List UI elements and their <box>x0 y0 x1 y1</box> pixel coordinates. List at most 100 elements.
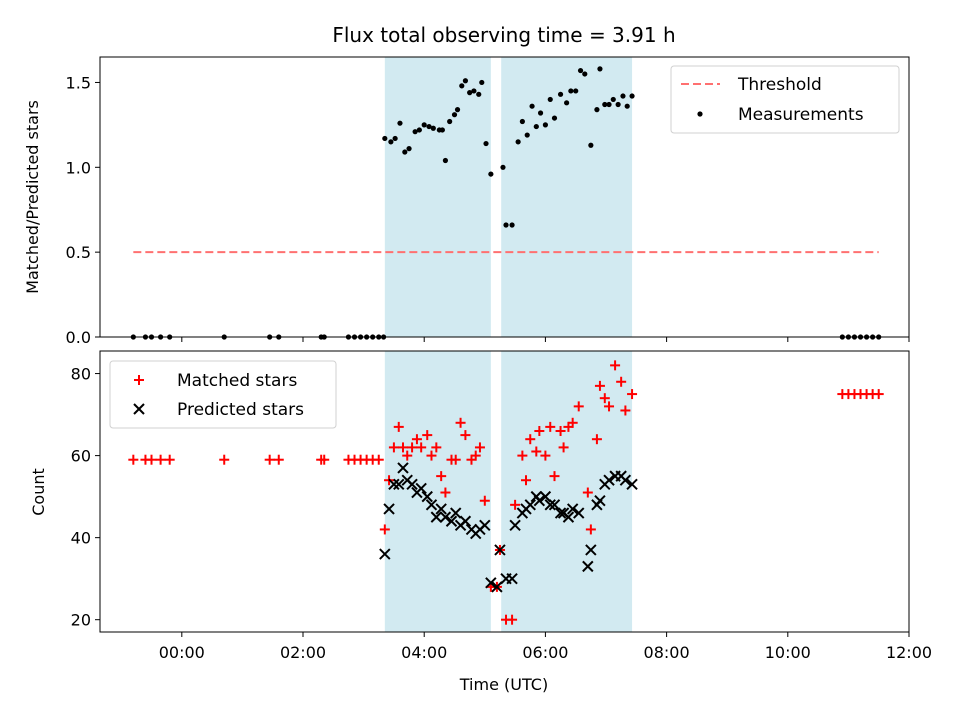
matched-star-point <box>422 430 433 441</box>
observing-intervals-bottom <box>384 351 633 632</box>
y-tick-label: 1.0 <box>66 158 91 177</box>
x-axis-label: Time (UTC) <box>459 675 548 694</box>
matched-star-point <box>507 614 518 625</box>
predicted-star-point <box>582 560 594 573</box>
predicted-star-point <box>435 503 447 515</box>
bottom-legend-box <box>109 360 337 429</box>
measurement-point <box>551 115 558 121</box>
measurement-point <box>597 66 603 72</box>
measurement-point <box>416 127 422 133</box>
x-tick-label: 10:00 <box>765 643 811 662</box>
matched-star-point <box>474 442 485 453</box>
measurement-point <box>467 90 473 96</box>
matched-star-point <box>604 401 615 412</box>
y-tick-label: 0.0 <box>66 328 91 347</box>
y-tick-label: 1.5 <box>66 73 91 92</box>
predicted-star-point <box>425 499 438 511</box>
measurement-point <box>615 101 621 108</box>
bottom-axes-frame <box>99 350 910 633</box>
measurement-point <box>426 123 432 130</box>
shaded-interval-0 <box>384 351 491 632</box>
matched-star-point <box>411 434 422 445</box>
y-tick-label: 20 <box>71 611 91 630</box>
measurement-point <box>406 146 412 152</box>
matched-star-point <box>416 442 427 453</box>
measurement-point <box>577 67 584 74</box>
x-tick-label: 12:00 <box>886 643 932 662</box>
legend-threshold-label: Threshold <box>737 75 822 95</box>
matched-star-point <box>616 376 627 387</box>
matched-star-point <box>431 442 442 453</box>
matched-star-point <box>388 442 399 453</box>
count-panel: 20 40 60 80 00:00 02:00 04:00 06:00 08:00 10:00 1… <box>29 350 932 694</box>
predicted-stars-points <box>379 462 638 593</box>
matched-star-point <box>873 389 884 400</box>
measurement-point <box>519 118 525 125</box>
matched-star-point <box>155 454 166 465</box>
measurement-point <box>594 107 600 113</box>
predicted-star-point <box>594 495 606 507</box>
measurement-point <box>421 122 427 128</box>
predicted-star-point <box>388 478 400 491</box>
matched-star-point <box>264 454 275 465</box>
matched-star-point <box>455 417 466 428</box>
predicted-star-point <box>491 581 503 593</box>
measurement-point <box>402 149 408 155</box>
measurement-point <box>606 101 612 108</box>
chart-title: Flux total observing time = 3.91 h <box>332 23 675 47</box>
legend-predicted-label: Predicted stars <box>177 400 304 420</box>
y-tick-label: 0.5 <box>66 243 91 262</box>
x-tick-label: 02:00 <box>280 643 326 662</box>
measurement-point <box>524 132 530 138</box>
measurement-point <box>479 79 485 86</box>
measurement-point <box>542 122 549 128</box>
measurement-point <box>509 222 515 228</box>
top-y-axis-label: Matched/Predicted stars <box>23 100 42 294</box>
predicted-star-point <box>393 478 405 491</box>
matched-star-point <box>540 450 551 461</box>
shaded-interval-1 <box>501 351 633 632</box>
measurement-point <box>388 139 394 145</box>
matched-star-point <box>534 425 545 436</box>
predicted-star-point <box>445 515 458 527</box>
matched-star-point <box>627 389 638 400</box>
matched-star-point <box>436 471 447 482</box>
predicted-star-point <box>479 519 491 532</box>
matched-star-point <box>567 417 578 428</box>
legend-matched-swatch <box>134 375 144 385</box>
x-tick-label: 06:00 <box>522 643 568 662</box>
matched-star-point <box>440 487 451 498</box>
predicted-star-point <box>485 577 497 589</box>
top-axes-frame <box>99 56 910 338</box>
top-legend-box <box>670 65 900 134</box>
measurement-point <box>476 91 482 97</box>
measurement-point <box>515 139 521 145</box>
matched-star-point <box>319 454 330 465</box>
observing-intervals-top <box>384 57 633 337</box>
measurement-point <box>602 101 608 108</box>
predicted-star-point <box>439 511 452 523</box>
predicted-star-point <box>533 495 546 507</box>
measurement-point <box>588 142 594 148</box>
matched-star-point <box>610 360 621 371</box>
predicted-star-point <box>573 507 585 519</box>
matched-star-point <box>585 524 596 535</box>
matched-star-point <box>402 450 413 461</box>
legend-measurements-label: Measurements <box>738 105 864 125</box>
legend-predicted-swatch <box>133 403 145 415</box>
matched-star-point <box>164 454 175 465</box>
shaded-interval-0 <box>384 57 491 337</box>
bottom-legend: Matched stars Predicted stars <box>109 360 337 429</box>
measurement-point <box>547 96 553 103</box>
measurement-point <box>442 157 449 164</box>
predicted-star-point <box>544 499 556 511</box>
matched-star-point <box>599 393 610 404</box>
matched-star-point <box>591 434 602 445</box>
top-y-ticks: 0.0 0.5 1.0 1.5 <box>66 73 100 347</box>
measurement-point <box>471 88 477 94</box>
predicted-star-point <box>450 507 462 519</box>
matched-star-point <box>510 499 521 510</box>
matched-star-point <box>582 487 593 498</box>
predicted-star-point <box>406 478 418 491</box>
measurement-point <box>624 103 630 109</box>
